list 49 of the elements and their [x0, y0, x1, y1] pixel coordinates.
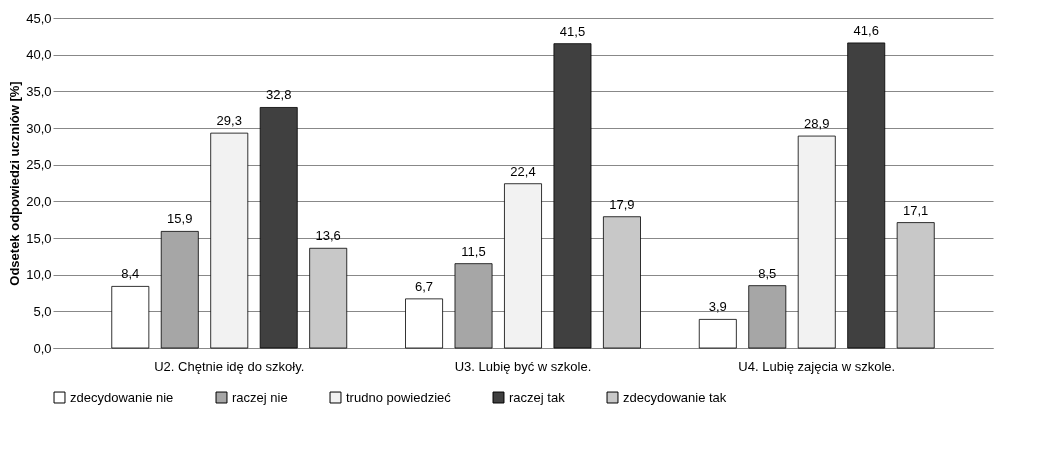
data-label: 13,6: [315, 228, 341, 244]
y-axis-title: Odsetek odpowiedzi uczniów [%]: [7, 81, 23, 286]
bar: [210, 132, 249, 349]
bar: [847, 42, 886, 349]
legend-label: trudno powiedzieć: [346, 389, 452, 405]
data-label: 29,3: [216, 113, 242, 129]
bar: [160, 231, 199, 349]
legend-label: zdecydowanie tak: [623, 389, 727, 405]
y-tick-label: 25,0: [26, 157, 52, 173]
y-tick-label: 45,0: [26, 10, 52, 26]
y-tick-label: 0,0: [33, 340, 52, 356]
bar: [553, 43, 592, 349]
data-label: 28,9: [804, 116, 830, 132]
y-tick-label: 30,0: [26, 120, 52, 136]
data-label: 8,4: [121, 266, 140, 282]
y-tick-label: 15,0: [26, 230, 52, 246]
bar: [454, 263, 493, 349]
bar: [698, 319, 737, 349]
x-tick-label: U4. Lubię zajęcia w szkole.: [738, 358, 896, 374]
data-label: 15,9: [167, 211, 193, 227]
y-tick-label: 5,0: [33, 303, 52, 319]
bar: [896, 222, 935, 349]
x-tick-label: U2. Chętnie idę do szkoły.: [154, 358, 305, 374]
bar: [602, 216, 641, 349]
data-label: 3,9: [708, 299, 727, 315]
legend-label: raczej tak: [509, 389, 566, 405]
data-label: 17,1: [903, 202, 929, 218]
data-label: 32,8: [266, 87, 292, 103]
y-tick-label: 20,0: [26, 193, 52, 209]
bar: [405, 298, 444, 349]
data-label: 41,5: [559, 23, 586, 39]
bar: [797, 135, 836, 349]
data-label: 17,9: [609, 196, 635, 212]
data-label: 22,4: [510, 163, 536, 179]
bar: [259, 107, 298, 349]
bar: [111, 286, 150, 349]
y-tick-label: 10,0: [26, 267, 52, 283]
bar: [504, 183, 542, 349]
y-tick-label: 35,0: [26, 83, 52, 99]
data-label: 8,5: [758, 265, 777, 281]
legend-label: zdecydowanie nie: [70, 389, 174, 405]
data-label: 6,7: [415, 278, 434, 294]
legend-label: raczej nie: [232, 389, 288, 405]
x-tick-label: U3. Lubię być w szkole.: [454, 358, 592, 374]
y-tick-label: 40,0: [26, 47, 52, 63]
bar: [748, 285, 787, 349]
data-label: 41,6: [853, 22, 879, 38]
bar: [309, 247, 348, 349]
data-label: 11,5: [461, 243, 486, 259]
